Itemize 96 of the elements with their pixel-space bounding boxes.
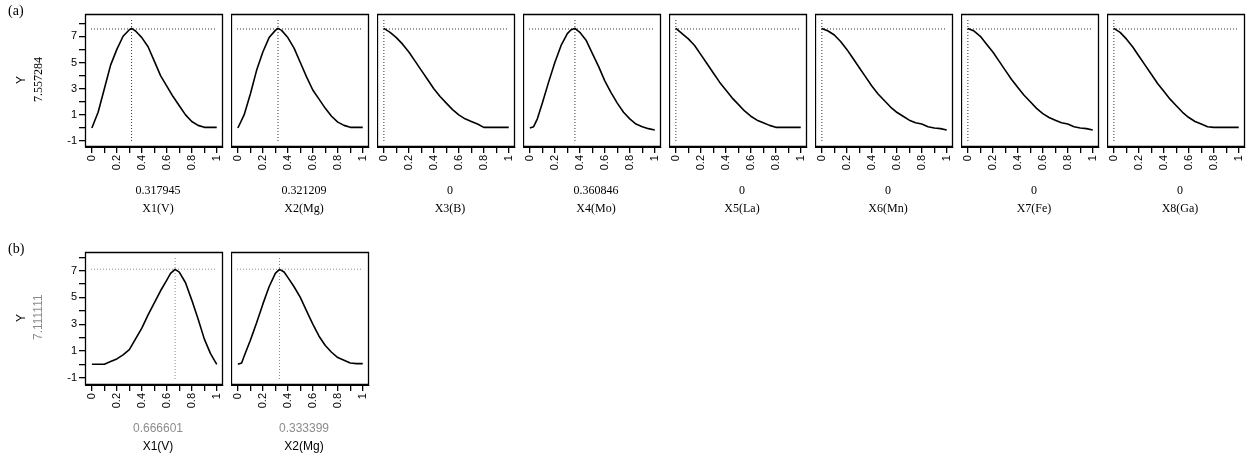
x-tick-label: 0: [960, 155, 973, 162]
x-tick-label: 0.4: [134, 155, 147, 171]
text: 0: [884, 183, 892, 197]
x-tick-label: 0.2: [255, 393, 268, 409]
x-tick-label: 1: [209, 393, 222, 400]
x-axis-title: X1(V): [141, 201, 175, 215]
text: 0: [1030, 183, 1038, 197]
text: 0.321209: [280, 183, 328, 197]
x-tick-label: 0.2: [693, 155, 706, 171]
x-tick-label: 0: [668, 155, 681, 162]
x-tick-label: 0.4: [280, 393, 293, 409]
y-tick-label: 7: [70, 29, 77, 42]
x-tick-label: 0.4: [280, 155, 293, 171]
y-tick-label: 7: [70, 263, 77, 276]
x-axis-title: X7(Fe): [1015, 201, 1053, 215]
x-axis-title: X1(V): [141, 439, 175, 453]
y-tick-label: 3: [70, 81, 77, 94]
text: 7.111111: [31, 293, 45, 343]
x-tick-label: 0.6: [597, 155, 610, 171]
x-tick-label: 0.2: [255, 155, 268, 171]
x-tick-label: 0.8: [768, 155, 781, 171]
x-tick-label: 0.2: [109, 393, 122, 409]
x-tick-label: 1: [1085, 155, 1098, 162]
text: 0.666601: [131, 421, 185, 435]
x-tick-label: 0.6: [1035, 155, 1048, 171]
text: 0.317945: [134, 183, 182, 197]
y-tick-label: 3: [70, 317, 77, 330]
x-tick-label: 1: [647, 155, 660, 162]
x-axis-title: X2(Mg): [283, 439, 325, 453]
y-tick-label: -1: [67, 134, 77, 147]
x-tick-label: 0.4: [426, 155, 439, 171]
x-tick-label: 0.4: [718, 155, 731, 171]
x-tick-label: 0: [230, 155, 243, 162]
text: (b): [8, 241, 25, 256]
x-tick-label: 1: [501, 155, 514, 162]
text: (a): [8, 3, 24, 18]
x-tick-label: 0.8: [476, 155, 489, 171]
x-tick-label: 1: [793, 155, 806, 162]
x-tick-label: 0: [814, 155, 827, 162]
x-tick-label: 0.6: [889, 155, 902, 171]
x-tick-label: 0.8: [1206, 155, 1219, 171]
text: 0: [446, 183, 454, 197]
x-tick-label: 0: [84, 393, 97, 400]
x-tick-label: 0.6: [305, 155, 318, 171]
x-tick-label: 1: [355, 393, 368, 400]
x-axis-title: X4(Mo): [575, 201, 617, 215]
x-tick-label: 0.4: [1010, 155, 1023, 171]
x-tick-label: 0.8: [330, 393, 343, 409]
y-tick-label: 1: [70, 343, 77, 356]
y-axis-title: Y: [14, 75, 28, 84]
x-tick-label: 0: [84, 155, 97, 162]
x-tick-label: 0.6: [159, 393, 172, 409]
x-tick-label: 0.2: [1131, 155, 1144, 171]
text: 0.333399: [277, 421, 331, 435]
x-tick-label: 1: [1231, 155, 1244, 162]
x-tick-label: 0.2: [547, 155, 560, 171]
x-axis-title: X6(Mn): [867, 201, 909, 215]
x-axis-title: X5(La): [723, 201, 761, 215]
text: 0: [738, 183, 746, 197]
y-tick-label: -1: [67, 370, 77, 383]
y-axis-title: Y: [14, 313, 28, 322]
x-tick-label: 0.4: [864, 155, 877, 171]
x-tick-label: 0.8: [914, 155, 927, 171]
x-tick-label: 1: [209, 155, 222, 162]
x-axis-title: X2(Mg): [283, 201, 325, 215]
x-tick-label: 0.8: [622, 155, 635, 171]
x-tick-label: 0.6: [159, 155, 172, 171]
x-tick-label: 0: [522, 155, 535, 162]
y-tick-label: 5: [70, 55, 77, 68]
x-tick-label: 0.2: [985, 155, 998, 171]
x-tick-label: 0.8: [184, 393, 197, 409]
x-tick-label: 0.4: [134, 393, 147, 409]
x-tick-label: 0.6: [743, 155, 756, 171]
x-tick-label: 0.2: [839, 155, 852, 171]
x-tick-label: 0.4: [1156, 155, 1169, 171]
x-tick-label: 1: [355, 155, 368, 162]
text: 0.360846: [572, 183, 620, 197]
x-tick-label: 0.6: [1181, 155, 1194, 171]
x-tick-label: 0.4: [572, 155, 585, 171]
x-tick-label: 0: [1106, 155, 1119, 162]
x-tick-label: 0: [376, 155, 389, 162]
x-tick-label: 0.8: [184, 155, 197, 171]
x-axis-title: X3(B): [433, 201, 467, 215]
y-tick-label: 1: [70, 107, 77, 120]
x-tick-label: 0.2: [401, 155, 414, 171]
x-tick-label: 1: [939, 155, 952, 162]
x-tick-label: 0.6: [451, 155, 464, 171]
text: 7.557284: [31, 56, 45, 104]
x-tick-label: 0.8: [1060, 155, 1073, 171]
x-tick-label: 0.2: [109, 155, 122, 171]
x-tick-label: 0.6: [305, 393, 318, 409]
text: 0: [1176, 183, 1184, 197]
x-tick-label: 0: [230, 393, 243, 400]
x-tick-label: 0.8: [330, 155, 343, 171]
x-axis-title: X8(Ga): [1160, 201, 1200, 215]
y-tick-label: 5: [70, 290, 77, 303]
